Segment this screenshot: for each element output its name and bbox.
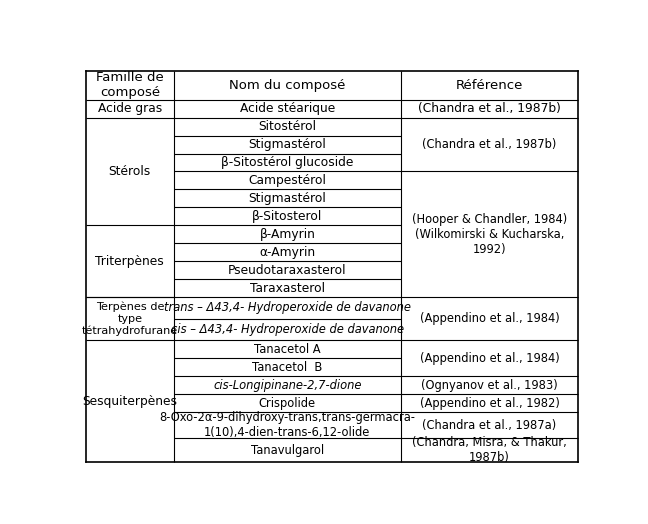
Text: Tanacetol  B: Tanacetol B xyxy=(252,361,323,374)
Text: Sitostérol: Sitostérol xyxy=(259,120,316,133)
Text: α-Amyrin: α-Amyrin xyxy=(259,246,316,259)
Text: Taraxasterol: Taraxasterol xyxy=(250,282,325,294)
Text: Stigmastérol: Stigmastérol xyxy=(248,138,326,151)
Text: Triterpènes: Triterpènes xyxy=(95,255,164,268)
Text: cis – Δ43,4- Hydroperoxide de davanone: cis – Δ43,4- Hydroperoxide de davanone xyxy=(171,323,404,336)
Text: Stérols: Stérols xyxy=(109,165,151,178)
Text: Acide gras: Acide gras xyxy=(98,102,162,115)
Text: Référence: Référence xyxy=(456,79,524,92)
Text: (Chandra et al., 1987b): (Chandra et al., 1987b) xyxy=(422,138,557,151)
Text: Crispolide: Crispolide xyxy=(259,397,316,410)
Text: trans – Δ43,4- Hydroperoxide de davanone: trans – Δ43,4- Hydroperoxide de davanone xyxy=(164,301,411,314)
Text: (Ognyanov et al., 1983): (Ognyanov et al., 1983) xyxy=(421,379,558,391)
Text: (Hooper & Chandler, 1984)
(Wilkomirski & Kucharska,
1992): (Hooper & Chandler, 1984) (Wilkomirski &… xyxy=(412,213,567,256)
Text: (Appendino et al., 1984): (Appendino et al., 1984) xyxy=(420,312,559,325)
Text: (Chandra et al., 1987b): (Chandra et al., 1987b) xyxy=(418,102,561,115)
Text: Nom du composé: Nom du composé xyxy=(229,79,345,92)
Text: Tanacetol A: Tanacetol A xyxy=(254,343,321,356)
Text: Famille de
composé: Famille de composé xyxy=(96,71,164,100)
Text: Stigmastérol: Stigmastérol xyxy=(248,192,326,205)
Text: (Appendino et al., 1984): (Appendino et al., 1984) xyxy=(420,352,559,365)
Text: Sesquiterpènes: Sesquiterpènes xyxy=(82,395,178,408)
Text: Tanavulgarol: Tanavulgarol xyxy=(251,444,324,457)
Text: Campestérol: Campestérol xyxy=(248,174,326,187)
Text: cis-Longipinane-2,7-dione: cis-Longipinane-2,7-dione xyxy=(213,379,362,391)
Text: β-Sitosterol: β-Sitosterol xyxy=(252,210,323,223)
Text: (Chandra et al., 1987a): (Chandra et al., 1987a) xyxy=(422,419,557,432)
Text: β-Sitostérol glucoside: β-Sitostérol glucoside xyxy=(221,156,354,169)
Text: Pseudotaraxasterol: Pseudotaraxasterol xyxy=(228,264,347,277)
Text: β-Amyrin: β-Amyrin xyxy=(259,228,315,241)
Text: Acide stéarique: Acide stéarique xyxy=(240,102,335,115)
Text: 8-Oxo-2α-9-dihydroxy-trans,trans-germacra-
1(10),4-dien-trans-6,12-olide: 8-Oxo-2α-9-dihydroxy-trans,trans-germacr… xyxy=(159,411,415,439)
Text: Terpènes de
type
tétrahydrofurane: Terpènes de type tétrahydrofurane xyxy=(82,301,178,336)
Text: (Chandra, Misra, & Thakur,
1987b): (Chandra, Misra, & Thakur, 1987b) xyxy=(412,436,567,464)
Text: (Appendino et al., 1982): (Appendino et al., 1982) xyxy=(420,397,559,410)
